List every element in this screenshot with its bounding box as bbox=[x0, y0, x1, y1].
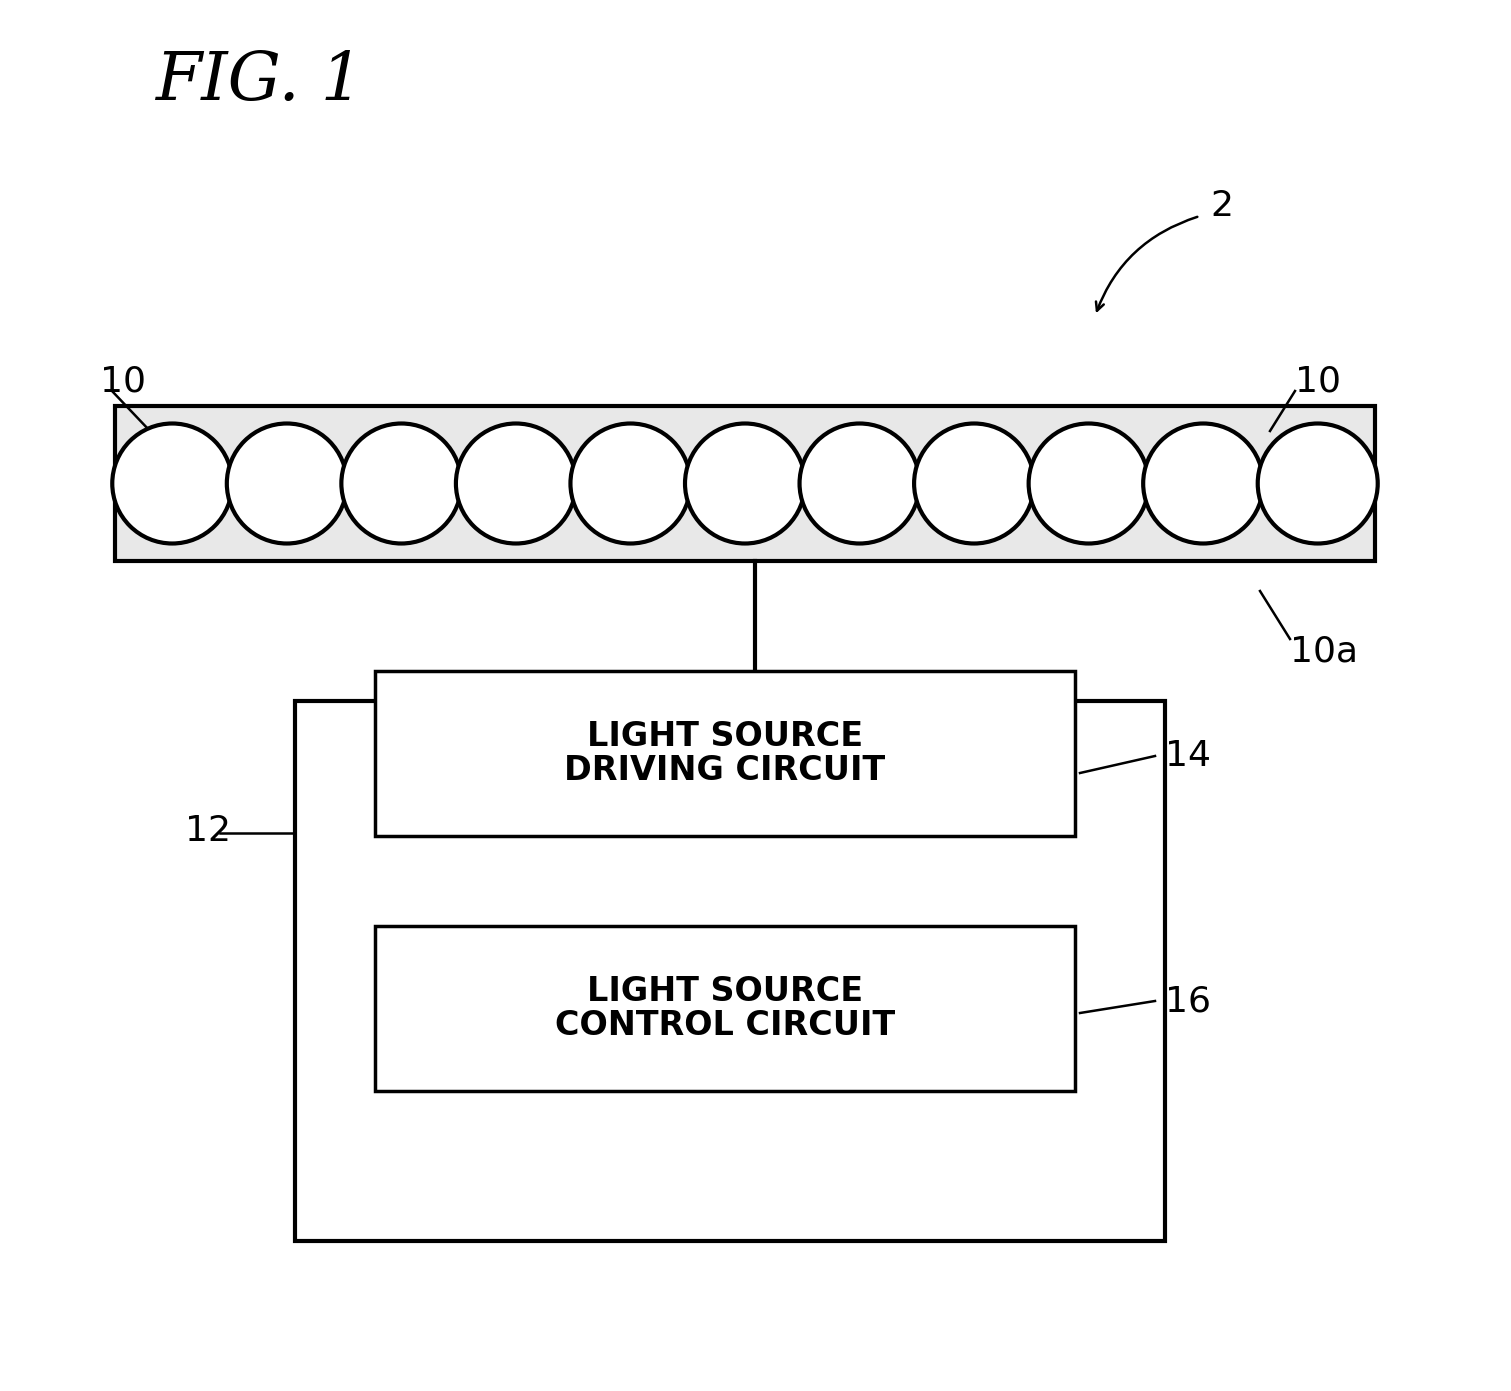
Text: 12: 12 bbox=[184, 814, 231, 849]
Text: LIGHT SOURCE: LIGHT SOURCE bbox=[586, 975, 863, 1008]
Circle shape bbox=[571, 423, 691, 544]
Bar bbox=[375, 926, 1074, 1091]
Circle shape bbox=[1257, 423, 1378, 544]
Text: 2: 2 bbox=[1210, 189, 1233, 223]
Text: 14: 14 bbox=[1165, 739, 1210, 773]
Bar bbox=[295, 701, 1165, 1241]
Circle shape bbox=[1144, 423, 1263, 544]
Circle shape bbox=[227, 423, 348, 544]
Text: 16: 16 bbox=[1165, 983, 1210, 1018]
Text: DRIVING CIRCUIT: DRIVING CIRCUIT bbox=[565, 754, 885, 787]
Text: FIG. 1: FIG. 1 bbox=[156, 49, 363, 114]
Text: LIGHT SOURCE: LIGHT SOURCE bbox=[586, 721, 863, 753]
Text: CONTROL CIRCUIT: CONTROL CIRCUIT bbox=[555, 1008, 895, 1042]
Bar bbox=[115, 406, 1375, 561]
Circle shape bbox=[341, 423, 461, 544]
Circle shape bbox=[1029, 423, 1148, 544]
Bar bbox=[375, 670, 1074, 836]
Text: 10a: 10a bbox=[1290, 634, 1358, 668]
Circle shape bbox=[112, 423, 233, 544]
Text: 10: 10 bbox=[100, 364, 147, 398]
Circle shape bbox=[684, 423, 805, 544]
Circle shape bbox=[914, 423, 1034, 544]
Circle shape bbox=[799, 423, 920, 544]
Text: 10: 10 bbox=[1295, 364, 1340, 398]
Circle shape bbox=[456, 423, 576, 544]
